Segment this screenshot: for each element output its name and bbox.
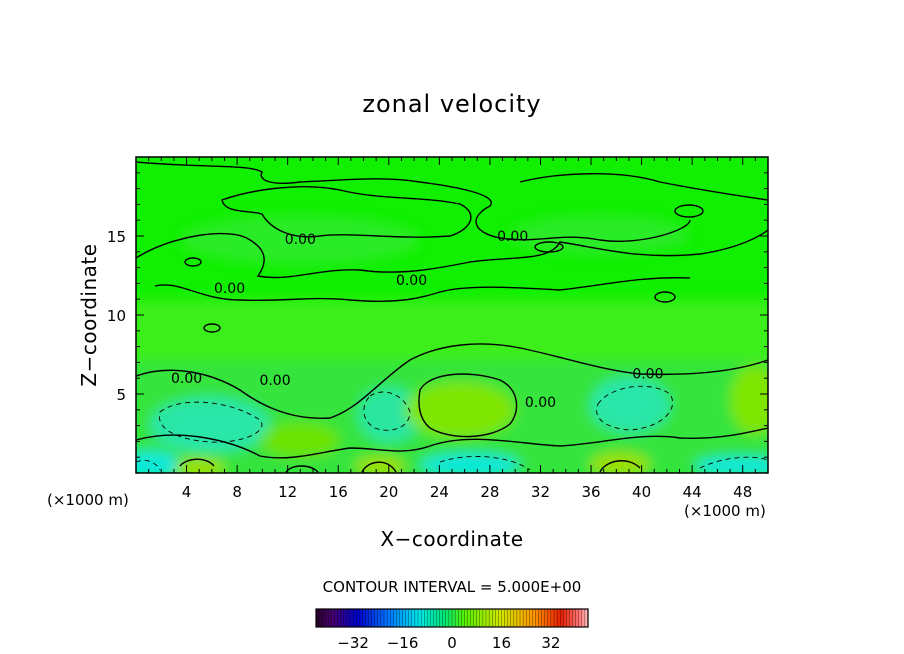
x-tick-label: 16 xyxy=(329,483,348,501)
x-tick-label: 24 xyxy=(430,483,449,501)
y-tick-label: 5 xyxy=(116,386,126,404)
x-unit-right: (×1000 m) xyxy=(684,502,766,520)
x-tick-label: 44 xyxy=(683,483,702,501)
plot-area: 0.00 0.00 0.00 0.00 0.00 0.00 0.00 0.00 xyxy=(120,157,785,480)
contour-label: 0.00 xyxy=(632,366,663,382)
colorbar-tick-label: −16 xyxy=(387,634,419,652)
x-axis-label: X−coordinate xyxy=(380,527,523,551)
x-tick-label: 40 xyxy=(632,483,651,501)
x-tick-label: 8 xyxy=(232,483,242,501)
contour-label: 0.00 xyxy=(285,232,316,248)
x-tick-label: 4 xyxy=(182,483,192,501)
y-axis-label: Z−coordinate xyxy=(77,243,101,386)
colorbar-tick-label: −32 xyxy=(337,634,369,652)
contour-label: 0.00 xyxy=(171,371,202,387)
x-tick-label: 28 xyxy=(480,483,499,501)
contour-interval-label: CONTOUR INTERVAL = 5.000E+00 xyxy=(323,578,582,596)
x-tick-label: 32 xyxy=(531,483,550,501)
y-tick-label: 10 xyxy=(107,307,126,325)
contour-label: 0.00 xyxy=(214,281,245,297)
colorbar-tick-label: 0 xyxy=(447,634,457,652)
x-tick-label: 12 xyxy=(278,483,297,501)
colorbar-tick-label: 32 xyxy=(541,634,560,652)
x-unit-left: (×1000 m) xyxy=(47,491,129,509)
x-tick-label: 36 xyxy=(581,483,600,501)
chart-title: zonal velocity xyxy=(362,90,541,118)
contour-label: 0.00 xyxy=(396,273,427,289)
x-tick-label: 48 xyxy=(733,483,752,501)
contour-label: 0.00 xyxy=(259,373,290,389)
colorbar-tick-label: 16 xyxy=(492,634,511,652)
x-tick-label: 20 xyxy=(379,483,398,501)
y-tick-label: 15 xyxy=(107,228,126,246)
colorbar-ticks: −32 −16 0 16 32 xyxy=(337,634,560,652)
colorbar xyxy=(316,609,588,627)
contour-label: 0.00 xyxy=(497,229,528,245)
contour-label: 0.00 xyxy=(525,395,556,411)
